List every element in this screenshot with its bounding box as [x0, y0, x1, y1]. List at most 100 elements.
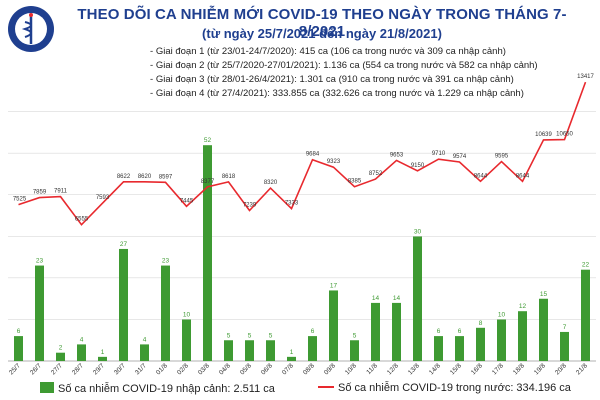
bar-label: 14	[393, 295, 401, 302]
bar-label: 6	[458, 328, 462, 335]
line-label: 13417	[577, 74, 594, 80]
bar-label: 7	[563, 324, 567, 331]
bar	[182, 319, 191, 361]
bar-label: 14	[372, 295, 380, 302]
legend-line-swatch	[318, 386, 334, 388]
bar-label: 23	[36, 258, 44, 265]
bar	[140, 344, 149, 361]
line-label: 9595	[495, 154, 509, 160]
bar-label: 22	[582, 262, 590, 269]
line-label: 9150	[411, 163, 425, 169]
line-label: 6555	[75, 217, 89, 223]
chart-subtitle: (từ ngày 25/7/2021 đến ngày 21/8/2021)	[202, 26, 442, 41]
bar	[497, 319, 506, 361]
bar	[119, 248, 128, 361]
bar-label: 12	[519, 303, 527, 310]
x-tick-label: 27/7	[50, 362, 64, 376]
bar-label: 6	[437, 328, 441, 335]
line-label: 8620	[138, 174, 152, 180]
bar-label: 23	[162, 258, 170, 265]
legend-bar-item: Số ca nhiễm COVID-19 nhập cảnh: 2.511 ca	[40, 382, 275, 395]
x-tick-label: 16/8	[470, 362, 484, 376]
bar	[245, 340, 254, 361]
bar-label: 8	[479, 320, 483, 327]
bar	[77, 344, 86, 361]
bar-label: 5	[227, 332, 231, 339]
line-label: 7911	[54, 189, 68, 195]
x-tick-label: 15/8	[449, 362, 463, 376]
x-tick-label: 21/8	[575, 362, 589, 376]
bar-label: 1	[101, 349, 105, 356]
bar	[35, 265, 44, 361]
bar-label: 27	[120, 241, 128, 248]
x-tick-label: 10/8	[344, 362, 358, 376]
bar	[560, 331, 569, 361]
bar	[539, 298, 548, 361]
line-label: 7525	[13, 197, 27, 203]
line-label: 8752	[369, 171, 383, 177]
x-tick-label: 25/7	[8, 362, 22, 376]
line-label: 9653	[390, 152, 404, 158]
phase-note-4: - Giai đoạn 4 (từ 27/4/2021): 333.855 ca…	[150, 88, 524, 99]
line-label: 7593	[96, 195, 110, 201]
x-tick-label: 13/8	[407, 362, 421, 376]
bar-label: 5	[353, 332, 357, 339]
x-tick-label: 09/8	[323, 362, 337, 376]
bar	[518, 311, 527, 361]
series-line	[18, 81, 587, 226]
line-label: 9710	[432, 151, 446, 157]
bar-label: 6	[311, 328, 315, 335]
line-label: 7445	[180, 198, 194, 204]
bar	[14, 336, 23, 361]
line-label: 9684	[306, 152, 320, 158]
bar-label: 10	[498, 312, 506, 319]
phase-note-3: - Giai đoạn 3 (từ 28/01-26/4/2021): 1.30…	[150, 74, 514, 85]
bar	[392, 302, 401, 361]
phase-note-2: - Giai đoạn 2 (từ 25/7/2020-27/01/2021):…	[150, 60, 538, 71]
x-tick-label: 04/8	[218, 362, 232, 376]
x-tick-label: 06/8	[260, 362, 274, 376]
legend: Số ca nhiễm COVID-19 nhập cảnh: 2.511 ca…	[0, 378, 600, 400]
bar-label: 10	[183, 312, 191, 319]
line-label: 8597	[159, 174, 173, 180]
bar-label: 2	[59, 345, 63, 352]
x-tick-label: 03/8	[197, 362, 211, 376]
bar	[581, 269, 590, 361]
bar-label: 1	[290, 349, 294, 356]
bar	[56, 352, 65, 361]
line-label: 7859	[33, 190, 47, 196]
x-tick-label: 12/8	[386, 362, 400, 376]
line-label: 8644	[474, 173, 488, 179]
phase-note-1: - Giai đoạn 1 (từ 23/01-24/7/2020): 415 …	[150, 46, 506, 57]
legend-line-item: Số ca nhiễm COVID-19 trong nước: 334.196…	[318, 382, 571, 394]
bar-label: 4	[80, 336, 84, 343]
line-label: 10639	[535, 132, 552, 138]
bar	[266, 340, 275, 361]
x-tick-label: 07/8	[281, 362, 295, 376]
bar	[455, 336, 464, 361]
line-label: 8320	[264, 180, 278, 186]
x-tick-label: 02/8	[176, 362, 190, 376]
line-label: 8385	[348, 179, 362, 185]
line-label: 9323	[327, 159, 341, 165]
x-tick-label: 17/8	[491, 362, 505, 376]
bar-label: 52	[204, 137, 212, 144]
bar-label: 5	[248, 332, 252, 339]
x-tick-label: 31/7	[134, 362, 148, 376]
x-tick-label: 18/8	[512, 362, 526, 376]
line-label: 8644	[516, 173, 530, 179]
x-tick-label: 08/8	[302, 362, 316, 376]
x-tick-label: 01/8	[155, 362, 169, 376]
bar	[413, 236, 422, 361]
bar	[98, 356, 107, 361]
x-tick-label: 14/8	[428, 362, 442, 376]
bar	[161, 265, 170, 361]
bar-label: 4	[143, 336, 147, 343]
x-tick-label: 05/8	[239, 362, 253, 376]
bar	[371, 302, 380, 361]
bar	[434, 336, 443, 361]
x-tick-label: 28/7	[71, 362, 85, 376]
bar	[224, 340, 233, 361]
bar-label: 15	[540, 291, 548, 298]
